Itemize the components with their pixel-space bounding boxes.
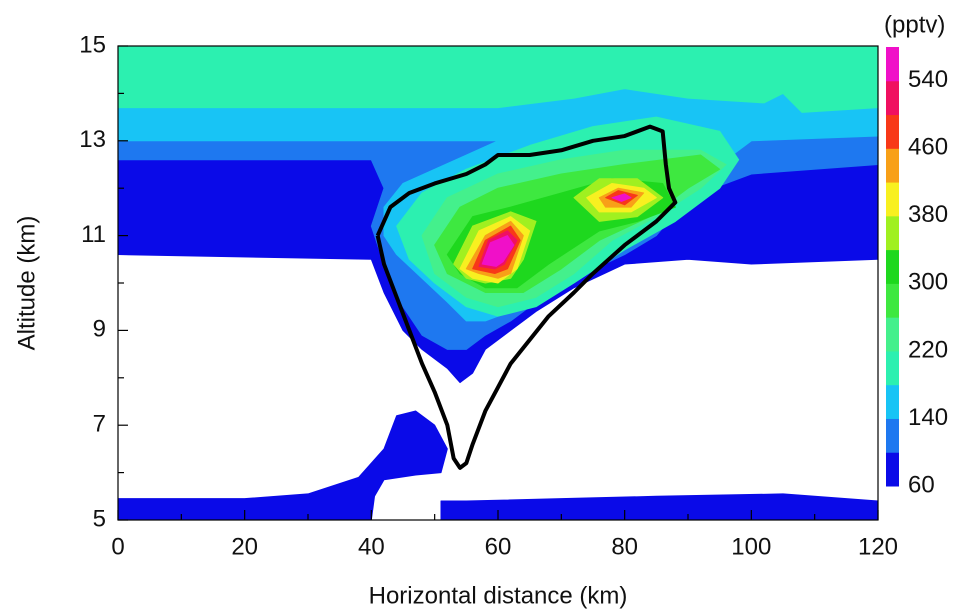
x-tick-label: 0	[111, 533, 124, 560]
x-tick-label: 60	[485, 533, 512, 560]
x-tick-label: 40	[358, 533, 385, 560]
colorbar-tick-label: 300	[908, 269, 948, 296]
colorbar-band	[886, 350, 899, 386]
x-tick-label: 100	[731, 533, 771, 560]
colorbar-band	[886, 182, 899, 217]
y-tick-label: 7	[93, 411, 106, 438]
y-tick-label: 13	[79, 126, 106, 153]
colorbar-band	[886, 317, 899, 352]
contour-region	[611, 193, 632, 202]
colorbar-tick-label: 140	[908, 404, 948, 431]
colorbar-band	[886, 148, 899, 183]
colorbar-band	[886, 283, 899, 318]
colorbar-band	[886, 452, 899, 487]
contour-region	[118, 46, 878, 113]
contour-region	[481, 235, 515, 267]
colorbar-tick-label: 380	[908, 201, 948, 228]
y-tick-label: 9	[93, 316, 106, 343]
colorbar-tick-label: 460	[908, 134, 948, 161]
colorbar-tick-label: 60	[908, 471, 935, 498]
colorbar-band	[886, 384, 899, 419]
colorbar-title: (pptv)	[884, 11, 945, 38]
x-tick-label: 120	[858, 533, 898, 560]
colorbar-band	[886, 114, 899, 149]
outline-contour	[375, 124, 678, 470]
contour-region	[118, 410, 448, 520]
colorbar-band	[886, 47, 899, 82]
plot-area	[118, 46, 878, 520]
contour-region	[440, 493, 878, 520]
colorbar-band	[886, 80, 899, 116]
y-axis-title: Altitude (km)	[13, 216, 40, 351]
colorbar-tick-label: 540	[908, 66, 948, 93]
colorbar-band	[886, 249, 899, 284]
y-tick-label: 15	[79, 31, 106, 58]
x-axis-title: Horizontal distance (km)	[369, 582, 628, 609]
colorbar-tick-label: 220	[908, 336, 948, 363]
x-tick-label: 80	[611, 533, 638, 560]
y-tick-label: 5	[93, 505, 106, 532]
y-tick-label: 11	[81, 221, 106, 248]
colorbar-band	[886, 215, 899, 251]
colorbar-band	[886, 418, 899, 453]
x-tick-label: 20	[231, 533, 258, 560]
overlay: 5 7 9 11 13 15 0 20 40 60 80 100 120 60 140 220 300 380 46…	[79, 31, 948, 560]
